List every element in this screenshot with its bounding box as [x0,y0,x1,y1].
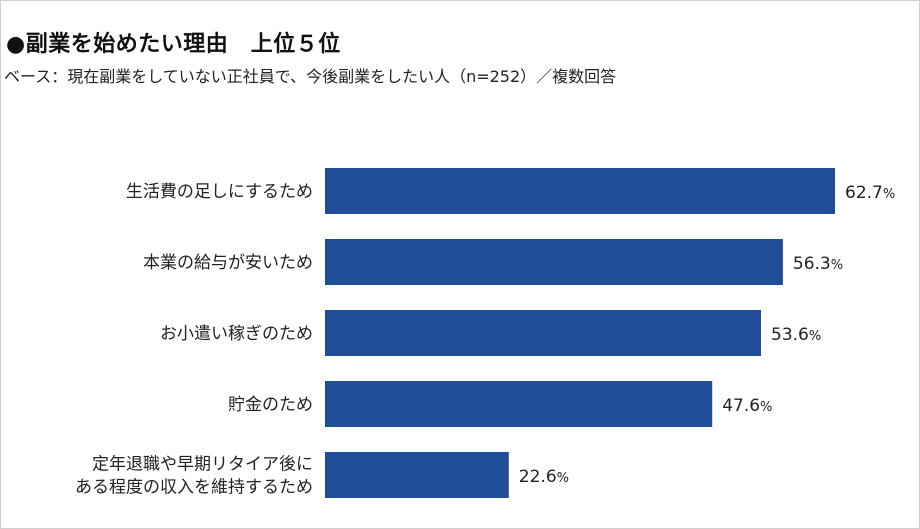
value-label-5: 22.6% [519,467,569,487]
category-label-1: 生活費の足しにするため [126,182,313,202]
bar-5 [325,452,509,498]
value-label-4: 47.6% [722,396,772,416]
value-label-3: 53.6% [771,325,821,345]
chart-title: ●副業を始めたい理由 上位５位 [6,32,341,57]
bar-4 [325,381,713,427]
chart-subtitle: ベース：現在副業をしていない正社員で、今後副業をしたい人（n=252）／複数回答 [4,67,617,86]
value-label-1: 62.7% [845,183,895,203]
bar-1 [325,168,835,214]
bar-2 [325,239,783,285]
category-label-3: お小遣い稼ぎのため [160,324,313,344]
bar-3 [325,310,761,356]
category-label-4: 貯金のため [228,395,313,415]
category-label-5: 定年退職や早期リタイア後にある程度の収入を維持するため [75,455,313,498]
value-label-2: 56.3% [793,254,843,274]
category-label-2: 本業の給与が安いため [143,253,313,273]
